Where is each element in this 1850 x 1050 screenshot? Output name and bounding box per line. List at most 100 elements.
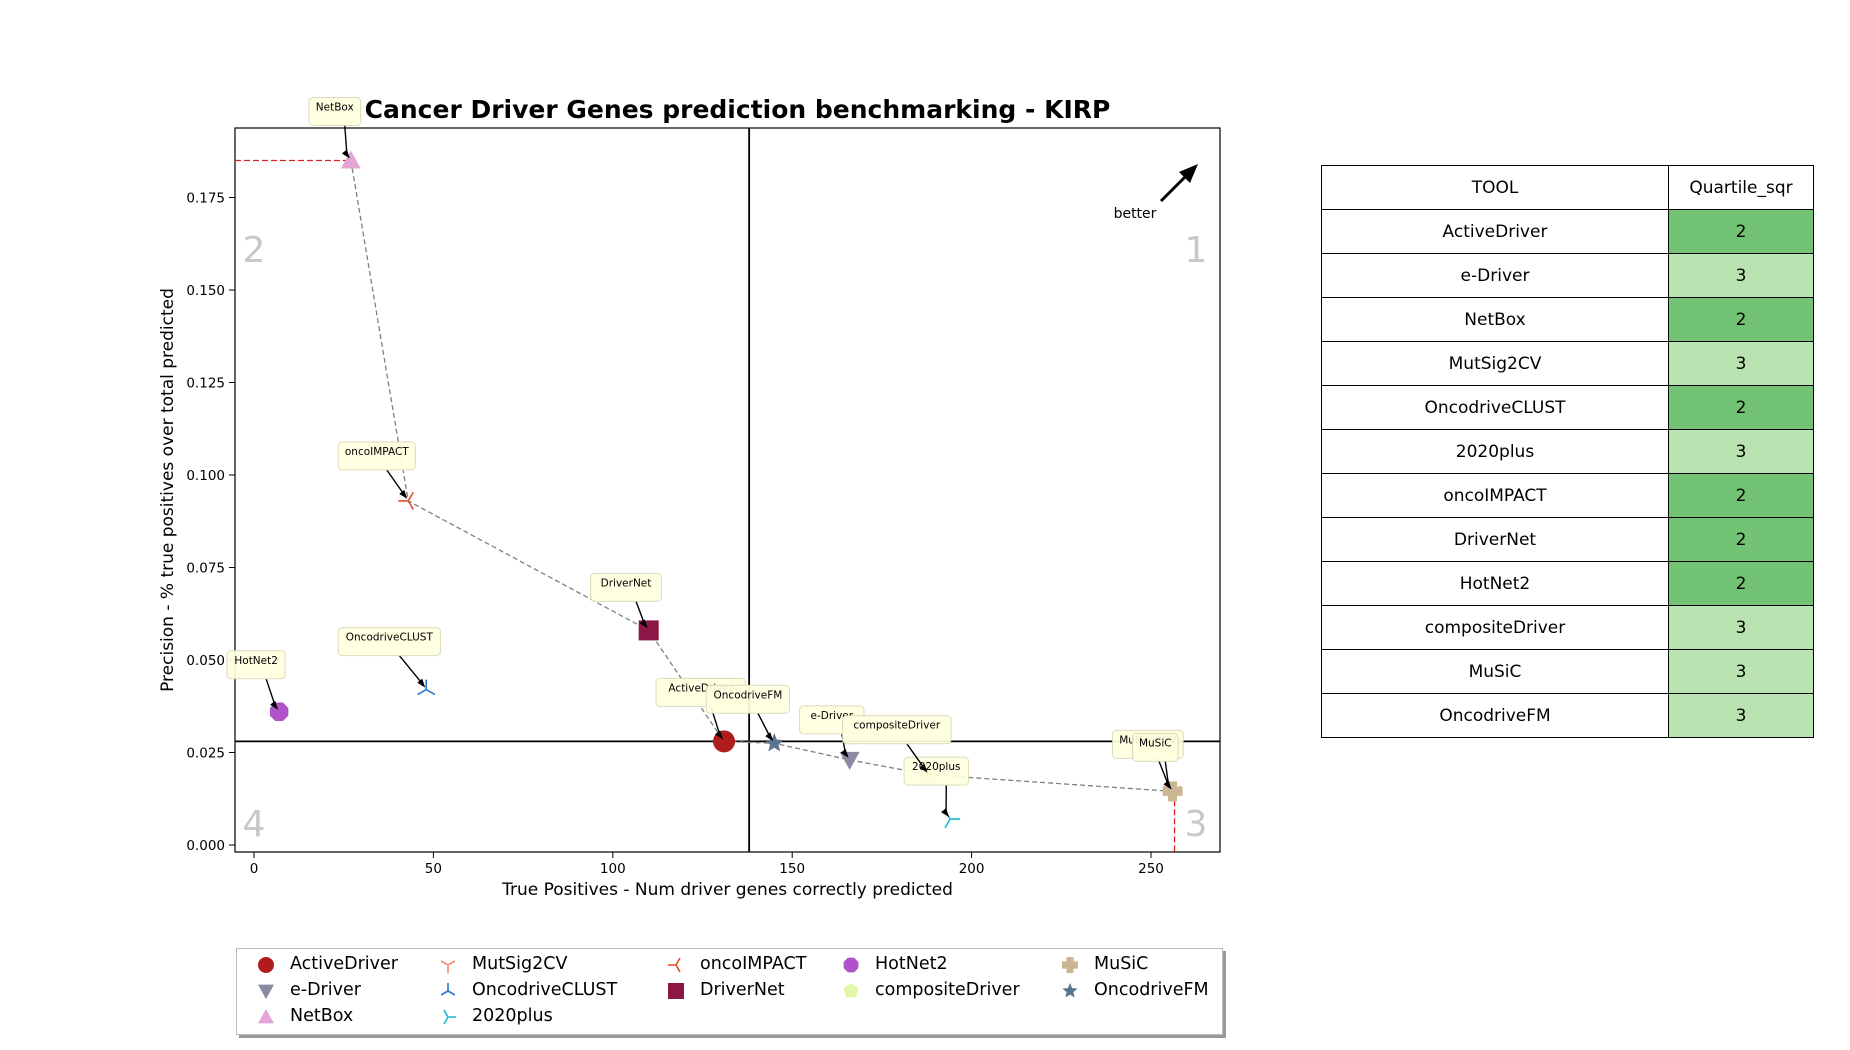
quartile-cell: 2	[1668, 385, 1814, 430]
table-row: OncodriveFM 3	[1321, 693, 1814, 738]
legend-marker-mutsig2cv	[440, 960, 456, 973]
legend-label-hotnet2: HotNet2	[875, 954, 948, 974]
annotation-box-drivernet	[590, 572, 662, 602]
legend-label-compositedriver: compositeDriver	[875, 980, 1020, 1000]
x-tick-label: 0	[250, 861, 259, 877]
annotation-arrow-oncodrivefm	[757, 712, 771, 738]
annotation-arrow-netbox	[344, 125, 348, 155]
annotation-box-compositedriver	[842, 715, 952, 745]
better-arrow-head	[1179, 164, 1198, 183]
tool-cell: 2020plus	[1321, 429, 1669, 474]
table-header-tool: TOOL	[1321, 165, 1669, 210]
quartile-cell: 3	[1668, 605, 1814, 650]
better-arrow-shaft	[1159, 173, 1189, 203]
point-oncodriveclust	[417, 679, 436, 696]
annotation-box-2020plus	[903, 756, 969, 786]
legend-glyph-hotnet2	[843, 957, 859, 973]
point-oncodrivefm	[764, 733, 784, 752]
legend-glyph-e-driver	[258, 984, 274, 999]
annotation-label-netbox: NetBox	[316, 102, 354, 114]
legend-marker-drivernet	[668, 983, 684, 999]
table-row: MutSig2CV 3	[1321, 341, 1814, 386]
legend-label-drivernet: DriverNet	[700, 980, 785, 1000]
legend-marker-2020plus	[443, 1009, 456, 1025]
annotation-arrowhead-e-driver	[840, 748, 849, 758]
x-tick-label: 50	[425, 861, 442, 877]
y-tick-label: 0.025	[186, 746, 225, 762]
annotation-arrowhead-drivernet	[639, 619, 648, 629]
point-annotations: ActiveDrivere-DriverNetBoxMutSig2CVOncod…	[226, 97, 1184, 818]
annotation-box-music	[1132, 732, 1179, 762]
x-tick-label: 200	[959, 861, 985, 877]
legend-glyph-music	[1062, 957, 1078, 973]
annotation-arrowhead-oncodriveclust	[417, 678, 426, 688]
legend-label-2020plus: 2020plus	[472, 1006, 553, 1026]
annotation-box-hotnet2	[226, 650, 286, 680]
quadrant-label-1: 1	[1185, 230, 1208, 271]
point-netbox	[340, 150, 361, 169]
quartile-cell: 2	[1668, 209, 1814, 254]
legend-marker-oncodrivefm	[1062, 983, 1078, 998]
plot-frame	[234, 127, 1221, 853]
quartile-cell: 3	[1668, 429, 1814, 474]
table-row: ActiveDriver 2	[1321, 209, 1814, 254]
annotation-arrowhead-2020plus	[941, 808, 950, 818]
legend-label-music: MuSiC	[1094, 954, 1149, 974]
x-tick-label: 250	[1138, 861, 1164, 877]
legend-glyph-2020plus	[443, 1009, 456, 1025]
annotation-label-hotnet2: HotNet2	[234, 655, 278, 667]
annotation-arrowhead-oncoimpact	[399, 489, 408, 499]
legend-glyph-activedriver	[258, 957, 274, 973]
legend-label-mutsig2cv: MutSig2CV	[472, 954, 568, 974]
annotation-label-oncoimpact: oncoIMPACT	[345, 446, 409, 458]
x-tick-label: 100	[600, 861, 626, 877]
legend-marker-netbox	[258, 1009, 274, 1024]
annotation-box-oncodrivefm	[705, 684, 791, 714]
x-tick-label: 150	[779, 861, 805, 877]
legend-label-activedriver: ActiveDriver	[290, 954, 398, 974]
table-header-quartile: Quartile_sqr	[1668, 165, 1814, 210]
legend-glyph-mutsig2cv	[440, 960, 456, 973]
point-music	[1162, 781, 1183, 802]
table-row: 2020plus 3	[1321, 429, 1814, 474]
annotation-label-oncodriveclust: OncodriveCLUST	[346, 632, 434, 644]
y-tick-label: 0.175	[186, 191, 225, 207]
tool-cell: e-Driver	[1321, 253, 1669, 298]
chart-legend: ActiveDriver e-Driver NetBox MutSig2CV Oncod…	[236, 948, 1223, 1035]
y-tick-label: 0.075	[186, 561, 225, 577]
annotation-arrowhead-music	[1163, 780, 1172, 790]
y-axis-label: Precision - % true positives over total …	[158, 288, 178, 692]
table-row: NetBox 2	[1321, 297, 1814, 342]
legend-marker-oncodriveclust	[440, 983, 456, 996]
table-row: HotNet2 2	[1321, 561, 1814, 606]
tool-cell: ActiveDriver	[1321, 209, 1669, 254]
legend-glyph-oncoimpact	[668, 957, 681, 973]
legend-glyph-drivernet	[668, 983, 684, 999]
quartile-cell: 2	[1668, 517, 1814, 562]
tool-cell: MutSig2CV	[1321, 341, 1669, 386]
tool-cell: OncodriveCLUST	[1321, 385, 1669, 430]
legend-label-oncoimpact: oncoIMPACT	[700, 954, 807, 974]
table-row: MuSiC 3	[1321, 649, 1814, 694]
annotation-label-drivernet: DriverNet	[601, 577, 652, 589]
chart-title: Cancer Driver Genes prediction benchmark…	[365, 95, 1111, 124]
y-tick-label: 0.000	[186, 838, 225, 854]
legend-glyph-compositedriver	[843, 983, 859, 998]
annotation-arrowhead-hotnet2	[270, 700, 279, 710]
quadrant-label-4: 4	[243, 804, 266, 845]
annotation-arrowhead-netbox	[341, 149, 350, 159]
quartile-cell: 3	[1668, 253, 1814, 298]
y-tick-label: 0.100	[186, 468, 225, 484]
y-tick-label: 0.150	[186, 283, 225, 299]
legend-glyph-oncodriveclust	[440, 983, 456, 996]
y-tick-label: 0.125	[186, 376, 225, 392]
quartile-cell: 3	[1668, 649, 1814, 694]
legend-label-oncodriveclust: OncodriveCLUST	[472, 980, 618, 1000]
legend-glyph-netbox	[258, 1009, 274, 1024]
quartile-table: TOOL Quartile_sqr ActiveDriver 2 e-Driver 3…	[1321, 165, 1814, 738]
table-row: e-Driver 3	[1321, 253, 1814, 298]
point-e-driver	[839, 751, 860, 770]
quadrant-label-2: 2	[243, 230, 266, 271]
plot-area: Cancer Driver Genes prediction benchmark…	[158, 95, 1221, 900]
